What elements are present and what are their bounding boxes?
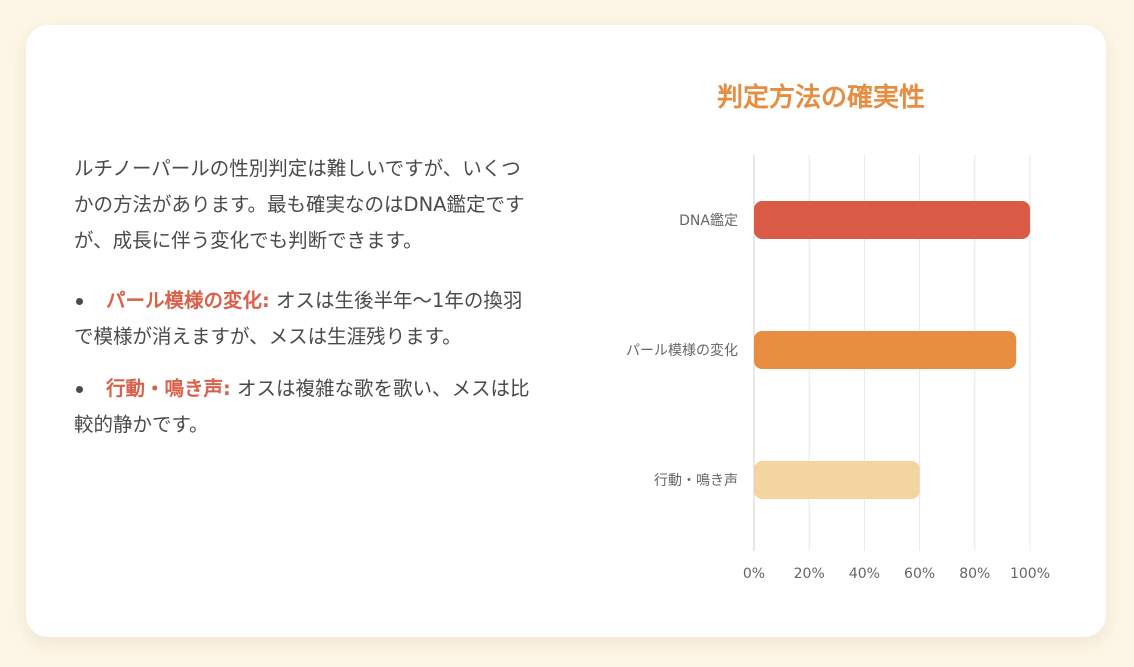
y-category-label: 行動・鳴き声 — [654, 473, 738, 489]
list-item-term: パール模様の変化: — [106, 289, 270, 312]
y-category-label: パール模様の変化 — [626, 342, 738, 359]
chart-title: 判定方法の確実性 — [716, 83, 925, 113]
content-card: ルチノーパールの性別判定は難しいですが、いくつかの方法があります。最も確実なのは… — [26, 25, 1106, 637]
x-tick-label: 0% — [743, 566, 765, 582]
method-list: パール模様の変化: オスは生後半年〜1年の換羽で模様が消えますが、メスは生涯残り… — [74, 283, 536, 443]
x-tick-label: 20% — [794, 566, 825, 582]
bar — [754, 461, 920, 499]
list-item: 行動・鳴き声: オスは複雑な歌を歌い、メスは比較的静かです。 — [74, 371, 536, 443]
bar — [754, 201, 1030, 239]
list-item: パール模様の変化: オスは生後半年〜1年の換羽で模様が消えますが、メスは生涯残り… — [74, 283, 536, 355]
list-item-term: 行動・鳴き声: — [106, 377, 231, 400]
x-tick-label: 100% — [1010, 566, 1050, 582]
x-tick-label: 80% — [959, 566, 990, 582]
bullet-dot — [76, 386, 83, 393]
intro-paragraph: ルチノーパールの性別判定は難しいですが、いくつかの方法があります。最も確実なのは… — [74, 157, 525, 252]
y-category-label: DNA鑑定 — [679, 212, 738, 229]
x-tick-label: 60% — [904, 566, 935, 582]
bullet-dot — [76, 298, 83, 305]
description-column: ルチノーパールの性別判定は難しいですが、いくつかの方法があります。最も確実なのは… — [74, 151, 536, 459]
list-item-text: オスは複雑な歌を歌い、メスは比較的静かです。 — [74, 377, 530, 436]
bar — [754, 331, 1017, 369]
list-item-text: オスは生後半年〜1年の換羽で模様が消えますが、メスは生涯残ります。 — [74, 289, 523, 348]
x-tick-label: 40% — [849, 566, 880, 582]
